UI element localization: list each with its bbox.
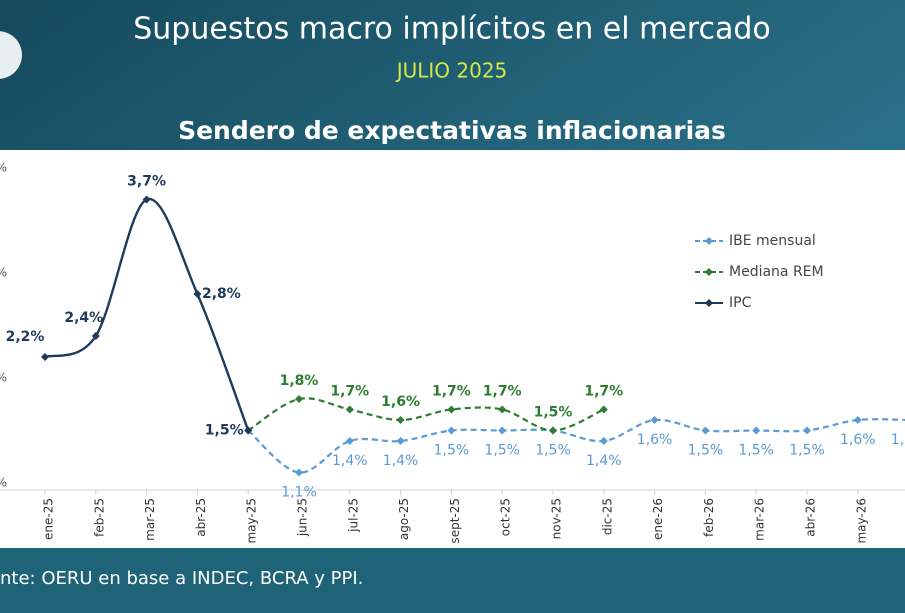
x-tick-label: nov-25 <box>550 498 564 539</box>
data-point <box>447 405 456 414</box>
logo <box>0 31 22 79</box>
data-point <box>193 290 202 298</box>
data-point <box>91 332 100 340</box>
data-point <box>345 405 354 414</box>
legend-label: IPC <box>729 295 752 311</box>
data-label: 1,5% <box>534 405 573 421</box>
y-tick-label: 4% <box>0 161 7 175</box>
x-tick-label: abr-26 <box>804 498 818 537</box>
x-tick-label: jul-25 <box>346 498 360 533</box>
data-label: 1,7% <box>330 384 369 400</box>
legend-marker <box>705 268 713 276</box>
data-point <box>498 426 507 435</box>
data-point <box>803 426 811 435</box>
series-line <box>247 397 605 432</box>
data-label: 1,5% <box>434 443 470 459</box>
data-point <box>599 405 608 414</box>
data-point <box>650 416 659 424</box>
x-tick-label: may-25 <box>245 498 259 544</box>
data-point <box>549 426 557 435</box>
data-point <box>244 426 253 435</box>
data-label: 1,7% <box>432 384 471 400</box>
data-label: 1,5% <box>484 443 520 459</box>
chart-title: Sendero de expectativas inflacionarias <box>178 116 726 145</box>
data-label: 1,5% <box>688 443 724 459</box>
header-subtitle: JULIO 2025 <box>395 59 508 83</box>
data-label: 3,7% <box>127 174 166 190</box>
y-tick-label: 3% <box>0 266 7 280</box>
y-tick-label: 1% <box>0 476 7 490</box>
data-point <box>701 426 710 435</box>
data-point <box>396 416 405 424</box>
x-tick-label: abr-25 <box>194 498 208 537</box>
x-tick-label: may-26 <box>854 498 868 544</box>
data-point <box>396 437 405 445</box>
data-label: 1,4% <box>332 453 368 469</box>
data-label: 2,4% <box>64 310 103 326</box>
data-label: 1,4% <box>586 453 622 469</box>
plot: 4% 3% 2% 1% ene-25 feb-25 mar-25 abr-25 may-25 ju… <box>0 161 905 544</box>
data-point <box>599 437 608 445</box>
series-line <box>247 418 905 474</box>
data-label: 1,5% <box>738 443 774 459</box>
legend-label: Mediana REM <box>729 264 824 280</box>
data-label: 1,5% <box>789 443 825 459</box>
data-label: 2,8% <box>202 286 241 302</box>
data-label: 1,5% <box>535 443 571 459</box>
x-tick-label: sept-25 <box>448 498 462 544</box>
x-tick-label: ago-25 <box>397 498 411 540</box>
header-title: Supuestos macro implícitos en el mercado <box>133 12 771 47</box>
x-tick-label: feb-25 <box>92 498 106 537</box>
data-label: 1,6% <box>891 432 905 448</box>
data-point <box>295 395 303 403</box>
data-point <box>295 468 303 477</box>
x-tick-label: mar-26 <box>753 498 767 541</box>
data-point <box>498 405 507 414</box>
y-tick-label: 2% <box>0 371 7 385</box>
x-tick-label: ene-25 <box>42 498 56 540</box>
legend-label: IBE mensual <box>729 233 816 249</box>
x-tick-label: jun-25 <box>296 498 310 537</box>
source-note: nte: OERU en base a INDEC, BCRA y PPI. <box>0 568 363 589</box>
data-label: 1,4% <box>383 453 419 469</box>
data-point <box>142 195 151 204</box>
data-point <box>345 437 354 445</box>
legend-marker <box>705 299 713 307</box>
data-label: 1,7% <box>483 384 522 400</box>
x-tick-label: oct-25 <box>499 498 513 536</box>
x-tick-label: mar-25 <box>143 498 157 541</box>
data-label: 1,5% <box>205 423 244 439</box>
data-label: 1,6% <box>637 432 673 448</box>
data-label: 1,6% <box>840 432 876 448</box>
data-point <box>853 416 862 424</box>
data-label: 1,8% <box>280 373 319 389</box>
plot-area <box>0 150 905 548</box>
x-tick-label: ene-26 <box>651 498 665 540</box>
data-point <box>752 426 761 435</box>
footer-band <box>0 548 905 613</box>
data-label: 1,6% <box>381 394 420 410</box>
x-tick-label: dic-25 <box>600 498 614 535</box>
x-tick-label: feb-26 <box>702 498 716 537</box>
data-label: 1,1% <box>281 485 317 501</box>
data-label: 2,2% <box>6 329 45 345</box>
data-point <box>41 353 49 361</box>
legend-marker <box>705 237 713 245</box>
data-point <box>447 426 456 435</box>
data-label: 1,7% <box>584 384 623 400</box>
